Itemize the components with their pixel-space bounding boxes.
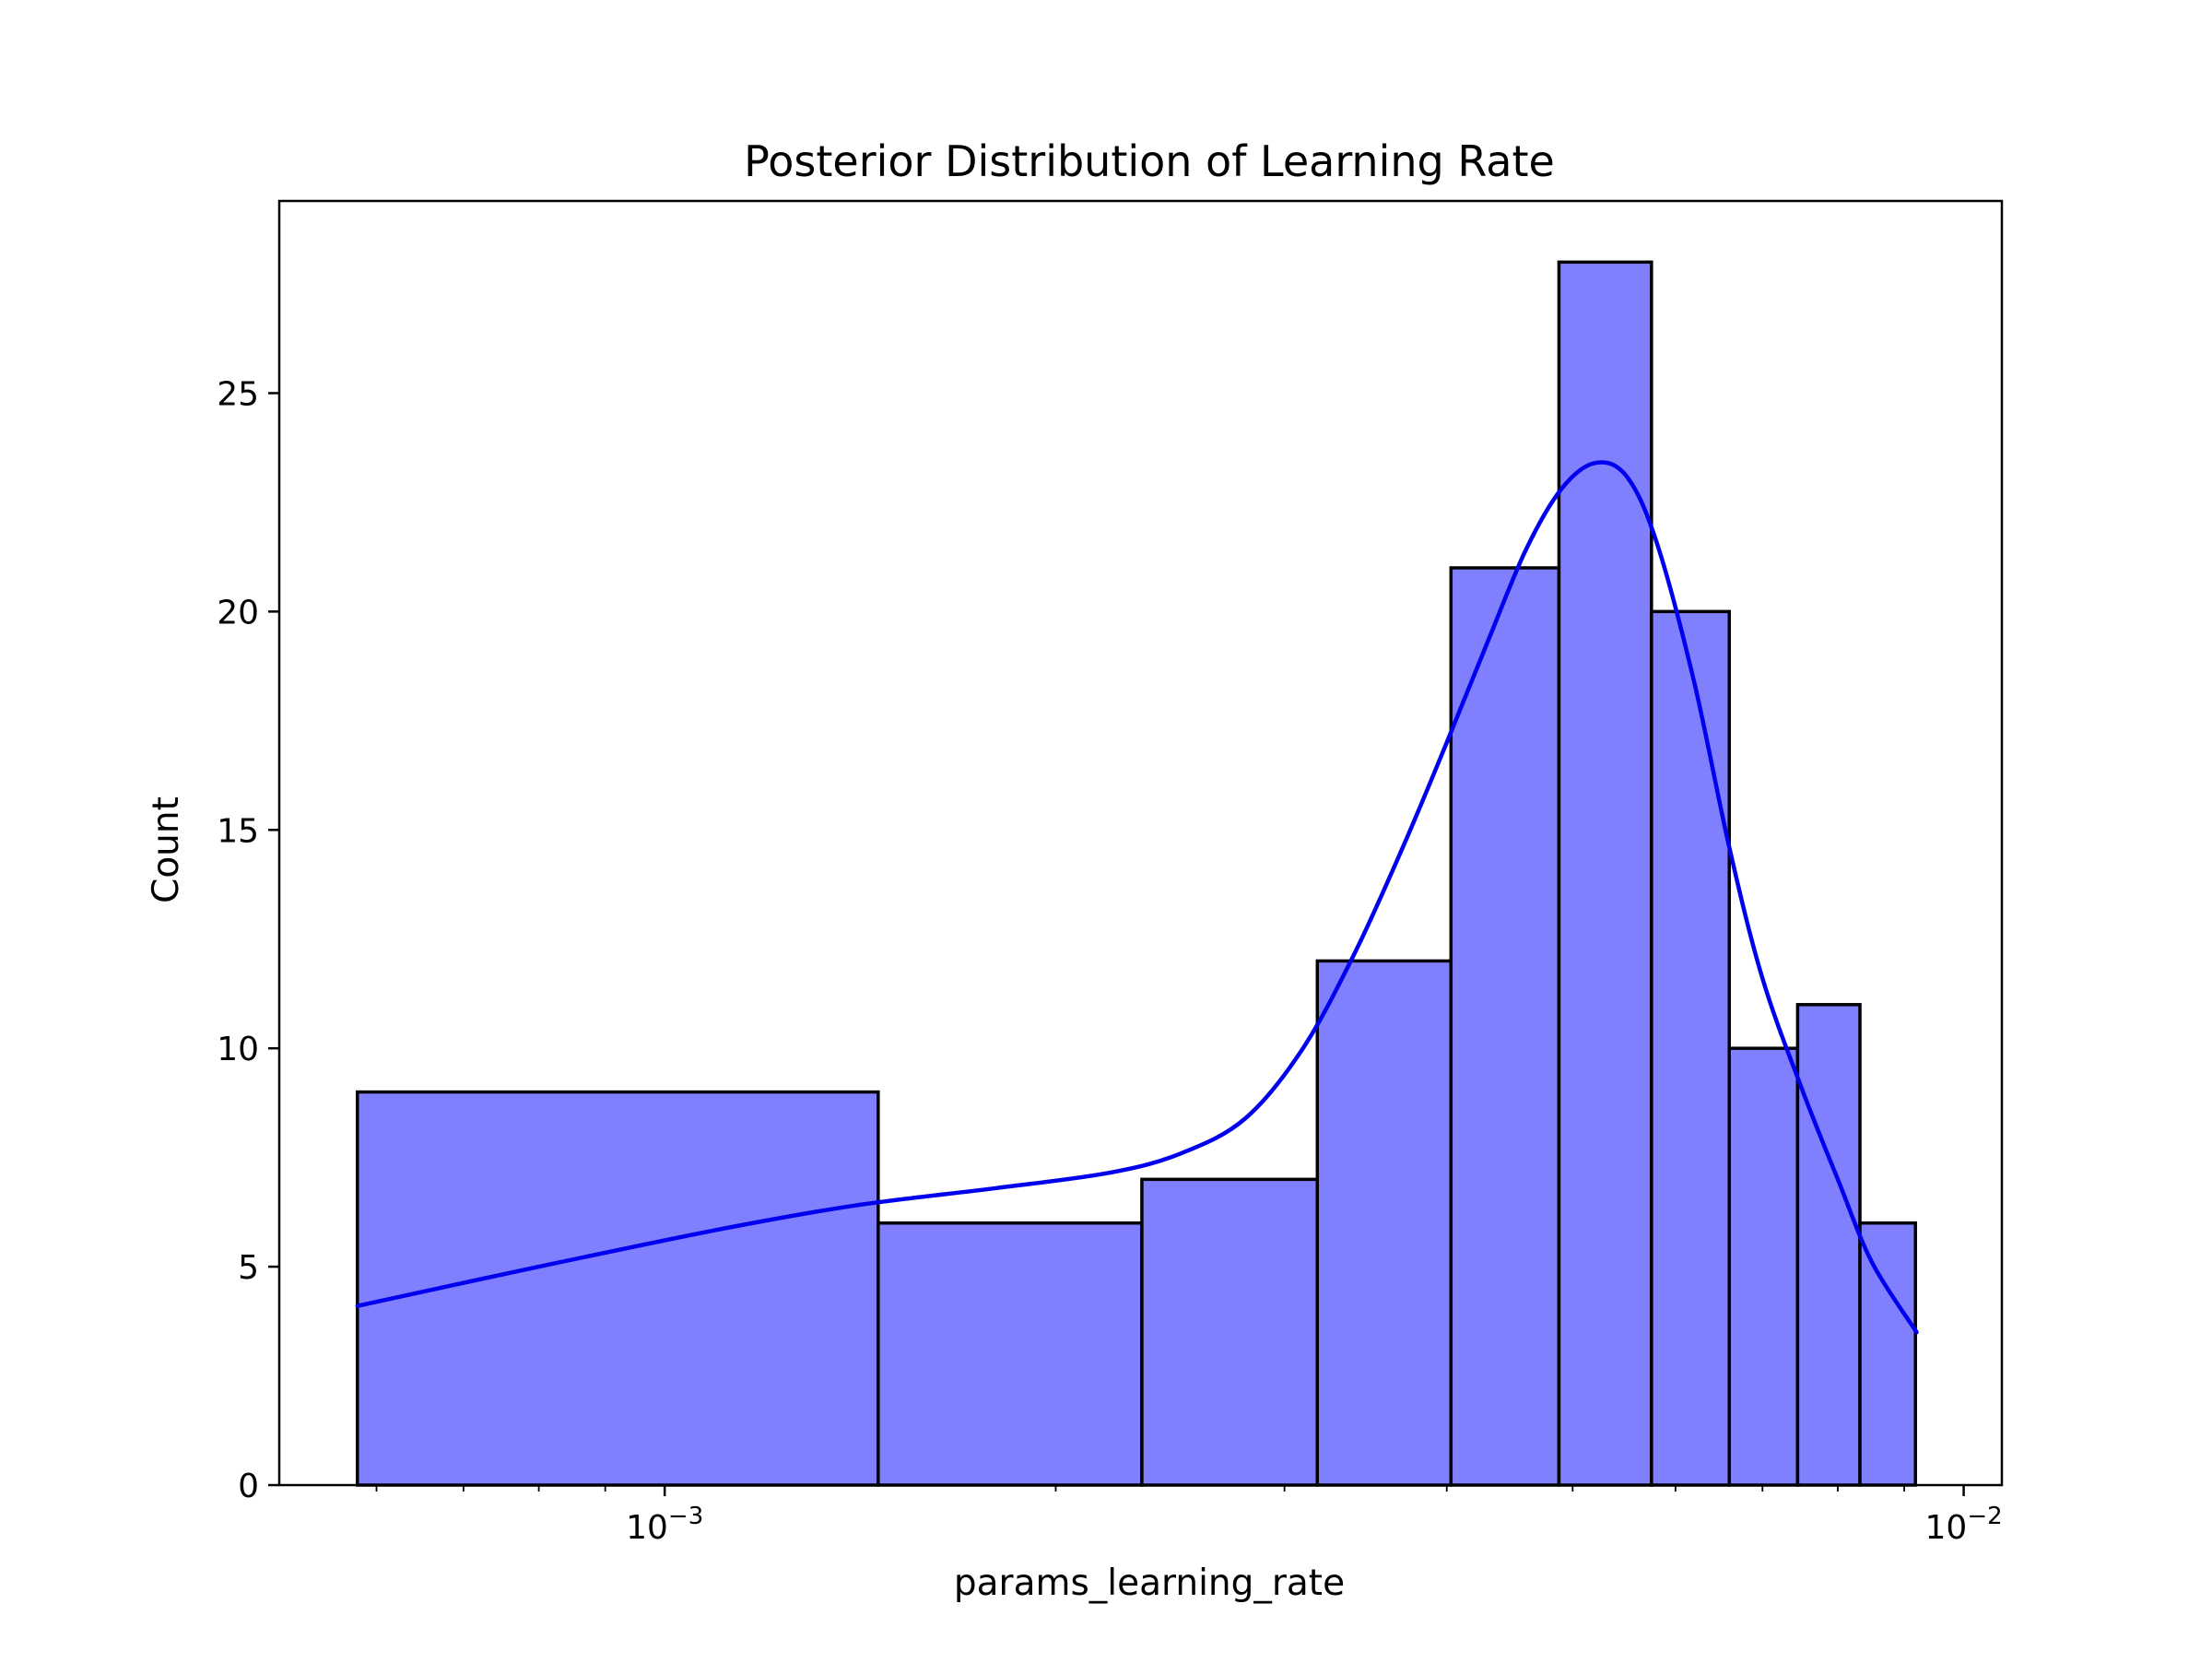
y-tick-label: 20 (217, 594, 259, 631)
kde-layer (355, 460, 1919, 1335)
histogram-bar (1858, 1221, 1917, 1487)
y-tick-label: 10 (217, 1031, 259, 1068)
histogram-bar (1795, 1003, 1862, 1487)
y-tick-label: 15 (217, 812, 259, 850)
histogram-bar (1557, 260, 1653, 1487)
y-tick-label: 5 (238, 1249, 259, 1287)
y-axis-label: Count (146, 796, 187, 903)
histogram-bar (1140, 1177, 1320, 1487)
kde-curve (355, 460, 1919, 1335)
x-axis: 10−3 10−2 (375, 1485, 2003, 1547)
bars-layer (356, 260, 1917, 1487)
histogram-bar (877, 1221, 1144, 1487)
chart-title: Posterior Distribution of Learning Rate (744, 136, 1555, 186)
histogram-bar (1727, 1046, 1800, 1487)
plot-frame (277, 199, 2004, 1487)
y-axis: 0 5 10 15 20 25 (217, 375, 279, 1505)
histogram-bar (1650, 609, 1732, 1487)
y-tick-label: 25 (217, 375, 259, 413)
x-tick-label: 10−2 (1925, 1503, 2003, 1547)
y-tick-label: 0 (238, 1468, 259, 1505)
x-axis-label: params_learning_rate (954, 1563, 1345, 1604)
histogram-bar (1449, 566, 1561, 1487)
x-tick-label: 10−3 (626, 1503, 703, 1547)
histogram-bar (1315, 959, 1453, 1487)
